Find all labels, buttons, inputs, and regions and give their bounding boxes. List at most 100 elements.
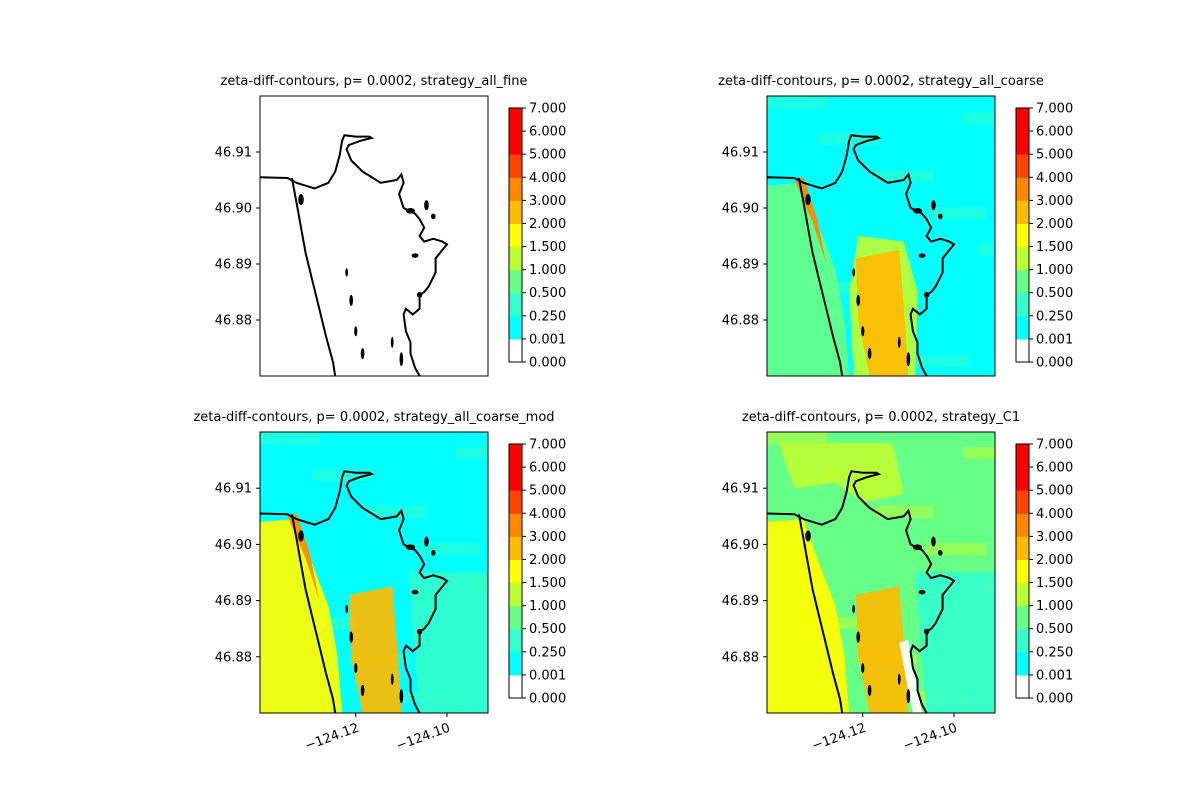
colorbar-segment	[509, 223, 522, 248]
colorbar-label: 1.000	[1036, 599, 1073, 614]
colorbar-segment	[509, 108, 522, 132]
colorbar-segment	[1016, 108, 1029, 132]
island	[399, 352, 404, 367]
island	[411, 253, 419, 258]
island	[805, 194, 811, 206]
colorbar-segment	[1016, 131, 1029, 155]
island	[867, 348, 872, 360]
island	[938, 213, 943, 220]
colorbar-label: 1.500	[1036, 576, 1073, 591]
colorbar-label: 7.000	[529, 102, 566, 117]
contour-fill	[456, 447, 488, 459]
island	[852, 604, 856, 614]
colorbar-label: 0.250	[1036, 645, 1073, 660]
y-tick-label: 46.90	[722, 538, 759, 553]
colorbar-label: 4.000	[1036, 171, 1073, 186]
colorbar-segment	[509, 490, 522, 514]
colorbar-label: 2.000	[529, 553, 566, 568]
island	[349, 631, 354, 643]
colorbar-segment	[509, 338, 522, 363]
contour-patch-southwest	[767, 182, 850, 376]
contour-patch-shoal	[855, 586, 909, 713]
island	[354, 662, 358, 674]
y-tick-label: 46.91	[722, 482, 759, 497]
y-tick-label: 46.91	[215, 482, 252, 497]
colorbar-segment	[509, 628, 522, 653]
colorbar-segment	[1016, 467, 1029, 491]
contour-patch-southwest	[767, 519, 850, 713]
colorbar-segment	[509, 292, 522, 317]
subplot-3: zeta-diff-contours, p= 0.0002, strategy_…	[193, 410, 566, 754]
contour-patch-east	[915, 572, 995, 713]
colorbar-segment	[1016, 513, 1029, 537]
colorbar-segment	[1016, 246, 1029, 271]
subplot-1: zeta-diff-contours, p= 0.0002, strategy_…	[215, 74, 566, 377]
colorbar-label: 0.250	[529, 309, 566, 324]
colorbar: 0.000 0.001 0.250 0.500 1.000 1.500 2.000 3.000…	[508, 438, 566, 707]
y-tick-label: 46.89	[722, 258, 759, 273]
subplot-grid: zeta-diff-contours, p= 0.0002, strategy_…	[193, 74, 1073, 754]
colorbar: 0.000 0.001 0.250 0.500 1.000 1.500 2.000 3.000…	[1015, 102, 1073, 371]
subplot-2: zeta-diff-contours, p= 0.0002, strategy_…	[718, 74, 1073, 377]
coastline-2	[797, 514, 844, 713]
colorbar-segment	[509, 315, 522, 340]
colorbar-frame	[508, 107, 523, 363]
colorbar-label: 6.000	[529, 125, 566, 140]
colorbar-segment	[509, 269, 522, 294]
colorbar-label: 0.500	[529, 622, 566, 637]
colorbar-label: 1.000	[529, 599, 566, 614]
island	[349, 294, 354, 306]
colorbar-label: 1.000	[1036, 263, 1073, 278]
island	[861, 662, 865, 674]
contour-fill	[873, 506, 933, 518]
contour-fill	[767, 96, 827, 108]
colorbar-segment	[1016, 269, 1029, 294]
island	[431, 550, 436, 556]
contour-field	[260, 96, 488, 376]
colorbar-label: 3.000	[1036, 194, 1073, 209]
colorbar-segment	[509, 246, 522, 271]
colorbar-segment	[1016, 177, 1029, 201]
colorbar-segment	[1016, 674, 1029, 699]
x-tick-label: −124.12	[810, 721, 868, 754]
colorbar: 0.000 0.001 0.250 0.500 1.000 1.500 2.000 3.000…	[1015, 438, 1073, 707]
colorbar-label: 0.500	[529, 286, 566, 301]
island	[931, 536, 936, 547]
colorbar-label: 1.500	[1036, 240, 1073, 255]
colorbar-label: 5.000	[529, 484, 566, 499]
y-tick-label: 46.89	[722, 594, 759, 609]
colorbar-label: 0.001	[1036, 332, 1073, 347]
colorbar-segment	[1016, 628, 1029, 653]
island	[856, 631, 861, 643]
axes-frame	[259, 95, 489, 377]
colorbar-label: 0.500	[1036, 622, 1073, 637]
subplot-title: zeta-diff-contours, p= 0.0002, strategy_…	[221, 74, 528, 89]
island	[411, 589, 419, 595]
island	[912, 544, 923, 551]
colorbar-label: 2.000	[1036, 217, 1073, 232]
island	[852, 268, 856, 277]
colorbar-label: 1.000	[529, 263, 566, 278]
subplot-title: zeta-diff-contours, p= 0.0002, strategy_…	[742, 410, 1020, 425]
colorbar-label: 1.500	[529, 240, 566, 255]
island	[923, 628, 930, 635]
colorbar-label: 0.000	[529, 692, 566, 707]
colorbar-segment	[509, 559, 522, 584]
contour-fill	[260, 432, 320, 444]
contour-field	[767, 432, 995, 713]
contour-patch-channel	[794, 177, 827, 264]
colorbar-segment	[509, 200, 522, 224]
island	[918, 253, 926, 258]
coastline-2	[797, 177, 844, 376]
island	[805, 530, 811, 542]
colorbar-segment	[1016, 605, 1029, 630]
colorbar-segment	[509, 582, 522, 607]
colorbar-label: 2.000	[1036, 553, 1073, 568]
x-tick-label: −124.12	[303, 721, 361, 754]
y-tick-label: 46.88	[722, 314, 759, 329]
colorbar-label: 0.500	[1036, 286, 1073, 301]
island	[931, 200, 936, 211]
colorbar-label: 4.000	[1036, 507, 1073, 522]
colorbar-segment	[509, 513, 522, 537]
